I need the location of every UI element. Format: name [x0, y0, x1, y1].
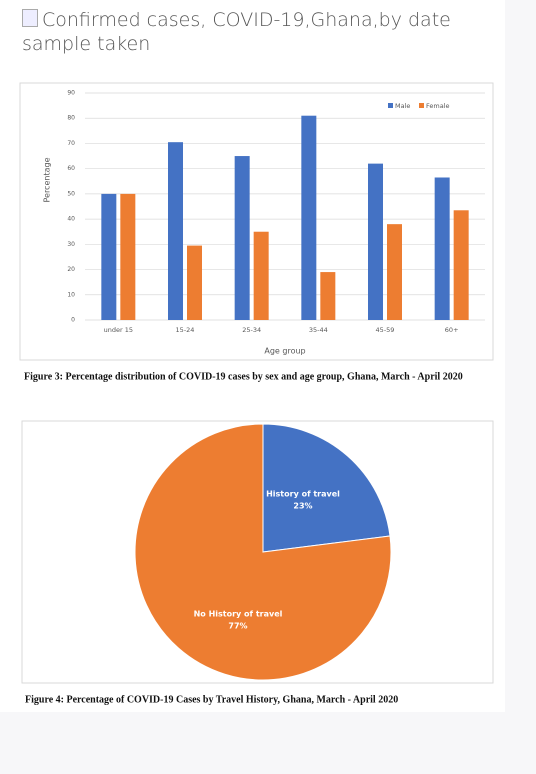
bar [368, 163, 383, 320]
header: Confirmed cases, COVID-19,Ghana,by date … [22, 8, 502, 56]
legend-label: Male [395, 102, 410, 110]
bar [120, 193, 136, 320]
broken-image-icon [22, 9, 38, 27]
legend-swatch [419, 103, 424, 108]
x-tick-label: 35-44 [309, 326, 328, 334]
x-axis-label: Age group [264, 347, 305, 356]
x-tick-label: 45-59 [376, 326, 395, 334]
y-tick-label: 50 [67, 190, 75, 197]
legend-swatch [388, 103, 393, 108]
x-tick-label: 25-34 [242, 326, 261, 334]
bar [187, 245, 202, 320]
x-tick-label: 15-24 [176, 326, 195, 334]
x-tick-label: 60+ [445, 326, 459, 334]
slice-label: History of travel [266, 490, 340, 499]
bar [453, 210, 469, 320]
caption: Figure 3: Percentage distribution of COV… [24, 371, 463, 382]
slice-value-label: 23% [293, 502, 312, 511]
caption: Figure 4: Percentage of COVID-19 Cases b… [25, 694, 398, 705]
pie-slice [262, 423, 391, 553]
header-title: Confirmed cases, COVID-19,Ghana,by date … [22, 9, 451, 55]
bar [168, 142, 183, 320]
bar [301, 115, 317, 320]
y-tick-label: 90 [67, 90, 75, 97]
x-tick-label: under 15 [104, 326, 133, 334]
y-tick-label: 10 [67, 291, 75, 298]
y-tick-label: 30 [67, 241, 75, 248]
bar [253, 231, 269, 320]
y-tick-label: 80 [67, 115, 75, 122]
legend-label: Female [426, 102, 450, 110]
bar [234, 156, 250, 320]
bar [387, 224, 402, 320]
y-tick-label: 20 [67, 266, 75, 273]
slice-label: No History of travel [194, 610, 283, 619]
y-tick-label: 60 [67, 165, 75, 172]
bar [320, 272, 336, 320]
pie-slice [134, 423, 392, 681]
y-tick-label: 70 [67, 140, 75, 147]
y-axis-label: Percentage [43, 157, 52, 202]
bar [434, 177, 450, 320]
slice-value-label: 77% [228, 622, 247, 631]
y-tick-label: 0 [71, 317, 75, 324]
bar [101, 193, 117, 320]
y-tick-label: 40 [67, 216, 75, 223]
